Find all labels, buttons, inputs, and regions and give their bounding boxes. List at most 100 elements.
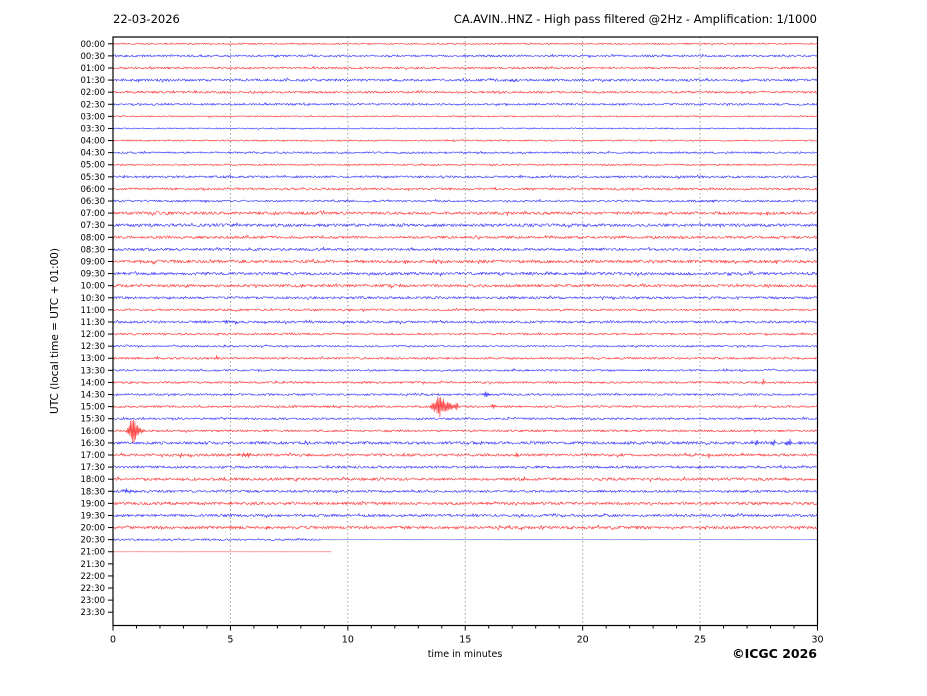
x-tick-label: 20: [577, 635, 589, 646]
time-tick-label: 17:00: [81, 451, 106, 461]
time-tick-label: 06:00: [81, 185, 106, 195]
time-tick-label: 04:30: [81, 149, 106, 159]
time-tick-label: 10:00: [81, 282, 106, 292]
time-tick-label: 09:30: [81, 270, 106, 280]
station-title: CA.AVIN..HNZ - High pass filtered @2Hz -…: [453, 12, 817, 26]
copyright-label: ©ICGC 2026: [732, 646, 817, 661]
trace-row-16:30: [112, 438, 818, 446]
time-tick-label: 00:00: [81, 40, 106, 50]
time-tick-label: 19:00: [81, 499, 106, 509]
time-tick-label: 02:30: [81, 100, 106, 110]
time-tick-label: 08:30: [81, 245, 106, 255]
trace-row-07:30: [112, 222, 818, 229]
trace-row-06:00: [112, 186, 818, 192]
time-tick-label: 22:00: [81, 572, 106, 582]
time-tick-label: 04:00: [81, 137, 106, 147]
time-tick-label: 16:30: [81, 439, 106, 449]
time-tick-label: 13:30: [81, 366, 106, 376]
trace-row-19:30: [112, 512, 818, 519]
trace-row-13:00: [112, 355, 818, 361]
trace-row-00:30: [112, 53, 818, 59]
time-tick-label: 18:00: [81, 475, 106, 485]
trace-row-16:00: [112, 419, 818, 444]
trace-row-10:30: [112, 295, 818, 301]
trace-row-09:30: [112, 270, 818, 277]
trace-row-18:30: [112, 488, 818, 494]
trace-row-07:00: [112, 210, 818, 216]
trace-row-01:00: [112, 65, 818, 71]
trace-row-01:30: [112, 77, 818, 83]
trace-row-12:00: [112, 332, 818, 336]
trace-row-03:00: [112, 115, 818, 118]
x-tick-label: 25: [694, 635, 706, 646]
time-tick-label: 17:30: [81, 463, 106, 473]
time-tick-label: 11:30: [81, 318, 106, 328]
trace-row-17:00: [112, 452, 818, 459]
time-tick-label: 20:30: [81, 536, 106, 546]
x-tick-label: 30: [811, 635, 823, 646]
time-tick-label: 21:00: [81, 548, 106, 558]
trace-row-08:00: [112, 234, 818, 240]
trace-row-20:30: [317, 538, 818, 541]
trace-row-02:00: [112, 89, 818, 95]
trace-row-05:00: [112, 163, 818, 167]
trace-row-11:30: [112, 319, 818, 325]
time-tick-label: 14:30: [81, 391, 106, 401]
time-tick-label: 08:00: [81, 233, 106, 243]
time-tick-label: 18:30: [81, 487, 106, 497]
time-tick-label: 20:00: [81, 524, 106, 534]
trace-row-02:30: [112, 102, 818, 107]
time-tick-label: 11:00: [81, 306, 106, 316]
time-tick-label: 02:00: [81, 88, 106, 98]
time-tick-label: 03:00: [81, 112, 106, 122]
time-tick-label: 09:00: [81, 257, 106, 267]
time-tick-label: 13:00: [81, 354, 106, 364]
time-tick-label: 07:30: [81, 221, 106, 231]
time-tick-label: 12:30: [81, 342, 106, 352]
trace-row-15:00: [112, 396, 818, 417]
time-tick-label: 05:30: [81, 173, 106, 183]
trace-row-14:00: [112, 378, 818, 385]
time-tick-label: 00:30: [81, 52, 106, 62]
time-tick-label: 14:00: [81, 378, 106, 388]
trace-row-00:00: [112, 42, 818, 46]
time-tick-label: 06:30: [81, 197, 106, 207]
time-tick-label: 15:30: [81, 415, 106, 425]
x-tick-label: 5: [227, 635, 233, 646]
time-tick-label: 05:00: [81, 161, 106, 171]
trace-row-14:30: [112, 391, 818, 398]
time-tick-label: 12:00: [81, 330, 106, 340]
x-tick-label: 0: [110, 635, 116, 646]
time-tick-label: 23:30: [81, 608, 106, 618]
time-tick-label: 01:30: [81, 76, 106, 86]
x-tick-label: 10: [342, 635, 354, 646]
time-tick-label: 23:00: [81, 596, 106, 606]
trace-row-15:30: [112, 416, 818, 421]
date-title: 22-03-2026: [113, 12, 180, 26]
trace-row-20:30: [112, 537, 318, 542]
time-tick-label: 15:00: [81, 403, 106, 413]
trace-row-19:00: [112, 500, 818, 506]
x-tick-label: 15: [459, 635, 471, 646]
time-tick-label: 10:30: [81, 294, 106, 304]
time-tick-label: 07:00: [81, 209, 106, 219]
trace-row-12:30: [112, 344, 818, 349]
trace-row-10:00: [112, 283, 818, 289]
trace-row-05:30: [112, 174, 818, 180]
trace-row-09:00: [112, 258, 818, 265]
trace-row-18:00: [112, 476, 818, 482]
trace-row-11:00: [112, 307, 818, 312]
time-tick-label: 01:00: [81, 64, 106, 74]
time-tick-label: 22:30: [81, 584, 106, 594]
time-tick-label: 19:30: [81, 511, 106, 521]
trace-row-03:30: [112, 127, 818, 130]
trace-row-08:30: [112, 246, 818, 252]
trace-row-17:30: [112, 464, 818, 470]
trace-row-04:30: [112, 150, 818, 155]
y-axis-label: UTC (local time = UTC + 01:00): [49, 248, 61, 414]
time-tick-label: 21:30: [81, 560, 106, 570]
trace-row-20:00: [112, 524, 818, 531]
time-tick-label: 16:00: [81, 427, 106, 437]
